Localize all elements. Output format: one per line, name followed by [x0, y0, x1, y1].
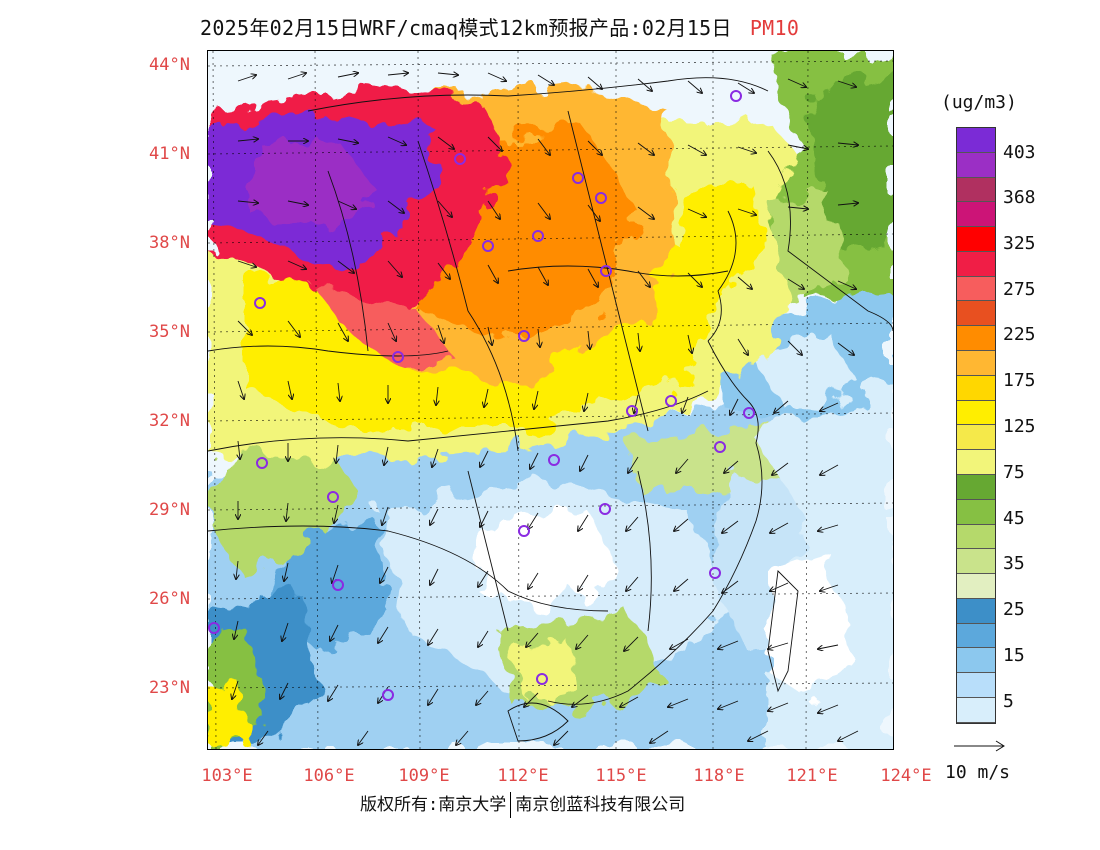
lat-label-41: 41°N — [149, 144, 190, 164]
colorbar — [956, 127, 996, 724]
concentration-field — [208, 51, 893, 749]
colorbar-cell — [957, 474, 995, 500]
copyright-footer: 版权所有:南京大学 南京创蓝科技有限公司 — [360, 790, 685, 818]
colorbar-cell — [957, 276, 995, 302]
reference-vector-label: 10 m/s — [945, 762, 1011, 783]
pollution-map[interactable] — [207, 50, 894, 750]
colorbar-cell — [957, 648, 995, 674]
footer-right: 南京创蓝科技有限公司 — [515, 795, 686, 815]
lon-label-124: 124°E — [880, 766, 932, 786]
colorbar-cell — [957, 177, 995, 203]
colorbar-cell — [957, 549, 995, 575]
colorbar-cell — [957, 351, 995, 376]
colorbar-cell — [957, 301, 995, 327]
colorbar-cell — [957, 326, 995, 352]
colorbar-label-45: 45 — [1003, 508, 1025, 529]
colorbar-label-75: 75 — [1003, 462, 1025, 483]
lon-label-109: 109°E — [398, 766, 450, 786]
lon-label-103: 103°E — [201, 766, 253, 786]
colorbar-cell — [957, 623, 995, 649]
colorbar-cell — [957, 524, 995, 550]
colorbar-label-15: 15 — [1003, 645, 1025, 666]
reference-arrow-icon — [954, 740, 1005, 752]
colorbar-cell — [957, 251, 995, 277]
lon-label-106: 106°E — [303, 766, 355, 786]
colorbar-label-275: 275 — [1003, 279, 1036, 300]
colorbar-cell — [957, 227, 995, 252]
colorbar-cell — [957, 202, 995, 228]
wind-vectors — [232, 73, 858, 745]
colorbar-cell — [957, 450, 995, 475]
colorbar-cell — [957, 128, 995, 153]
colorbar-label-325: 325 — [1003, 233, 1036, 254]
colorbar-label-5: 5 — [1003, 691, 1014, 712]
colorbar-cell — [957, 697, 995, 723]
colorbar-label-403: 403 — [1003, 142, 1036, 163]
lat-label-35: 35°N — [149, 322, 190, 342]
colorbar-cell — [957, 152, 995, 178]
colorbar-cell — [957, 598, 995, 624]
lat-label-23: 23°N — [149, 678, 190, 698]
colorbar-label-225: 225 — [1003, 324, 1036, 345]
colorbar-cell — [957, 574, 995, 599]
colorbar-cell — [957, 375, 995, 401]
title-main: 2025年02月15日WRF/cmaq模式12km预报产品:02月15日 — [200, 16, 732, 40]
colorbar-unit: (ug/m3) — [941, 92, 1017, 113]
lon-label-115: 115°E — [595, 766, 647, 786]
footer-separator — [510, 792, 512, 818]
pollutant-label: PM10 — [749, 16, 800, 40]
lon-label-118: 118°E — [693, 766, 745, 786]
colorbar-label-368: 368 — [1003, 187, 1036, 208]
colorbar-label-25: 25 — [1003, 599, 1025, 620]
colorbar-label-35: 35 — [1003, 553, 1025, 574]
map-canvas — [208, 51, 893, 749]
colorbar-cell — [957, 673, 995, 698]
lat-label-29: 29°N — [149, 500, 190, 520]
colorbar-cell — [957, 499, 995, 525]
lon-label-112: 112°E — [497, 766, 549, 786]
colorbar-cell — [957, 425, 995, 451]
city-markers — [208, 90, 755, 701]
lat-label-32: 32°N — [149, 411, 190, 431]
footer-left: 版权所有:南京大学 — [360, 795, 507, 815]
figure-title: 2025年02月15日WRF/cmaq模式12km预报产品:02月15日 PM10 — [200, 12, 799, 41]
colorbar-cell — [957, 400, 995, 426]
colorbar-label-125: 125 — [1003, 416, 1036, 437]
lon-label-121: 121°E — [786, 766, 838, 786]
lat-label-26: 26°N — [149, 589, 190, 609]
lat-label-44: 44°N — [149, 55, 190, 75]
colorbar-label-175: 175 — [1003, 370, 1036, 391]
lat-label-38: 38°N — [149, 233, 190, 253]
